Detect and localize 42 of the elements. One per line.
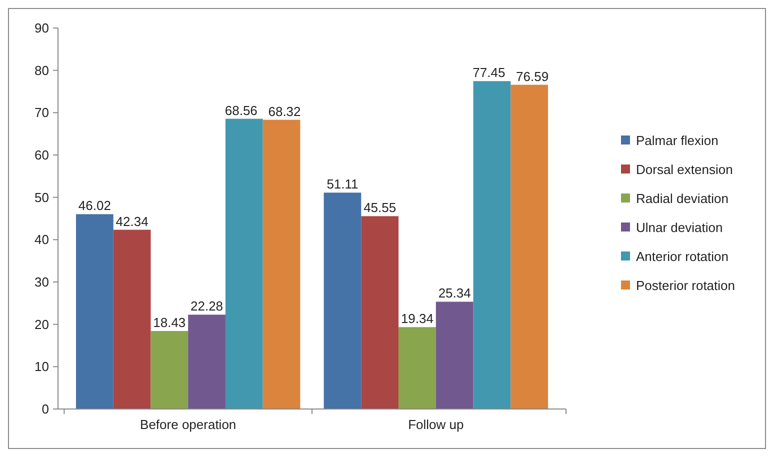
bar [361,216,399,409]
y-tick-label: 70 [34,105,49,120]
y-tick-label: 80 [34,62,49,78]
y-tick-label: 30 [34,274,49,290]
data-label: 46.02 [78,198,111,214]
data-label: 51.11 [326,176,358,192]
legend-label: Ulnar deviation [636,220,723,236]
data-label: 68.56 [224,102,258,118]
x-tick-label: Before operation [140,417,236,432]
bar [225,118,263,409]
y-tick-label: 50 [34,190,49,205]
bar [76,214,114,409]
bar [150,330,188,409]
x-tick-label: Follow up [408,417,464,432]
legend-label: Anterior rotation [636,249,728,264]
data-label: 76.59 [516,68,549,84]
y-tick-label: 90 [34,20,49,36]
bar [324,192,362,409]
data-label: 19.34 [400,311,434,326]
data-label: 25.34 [438,286,471,301]
data-label: 68.32 [268,104,301,119]
bar [473,81,511,409]
bar [188,314,226,409]
bar [262,120,300,409]
data-label: 18.43 [153,314,186,330]
bar [113,230,151,409]
data-label: 45.55 [364,200,396,216]
legend-label: Posterior rotation [636,278,735,294]
bar [398,327,436,409]
y-tick-label: 60 [34,148,49,163]
legend-label: Radial deviation [636,191,729,206]
legend-label: Palmar flexion [636,133,718,148]
data-label: 77.45 [472,65,506,80]
bar [436,302,474,409]
bar [510,84,548,409]
y-tick-label: 10 [34,359,49,374]
data-label: 22.28 [190,298,224,314]
y-tick-label: 20 [34,316,49,332]
data-label: 42.34 [116,214,148,229]
y-tick-label: 0 [42,402,49,417]
legend-label: Dorsal extension [636,162,733,178]
y-tick-label: 40 [34,232,49,248]
